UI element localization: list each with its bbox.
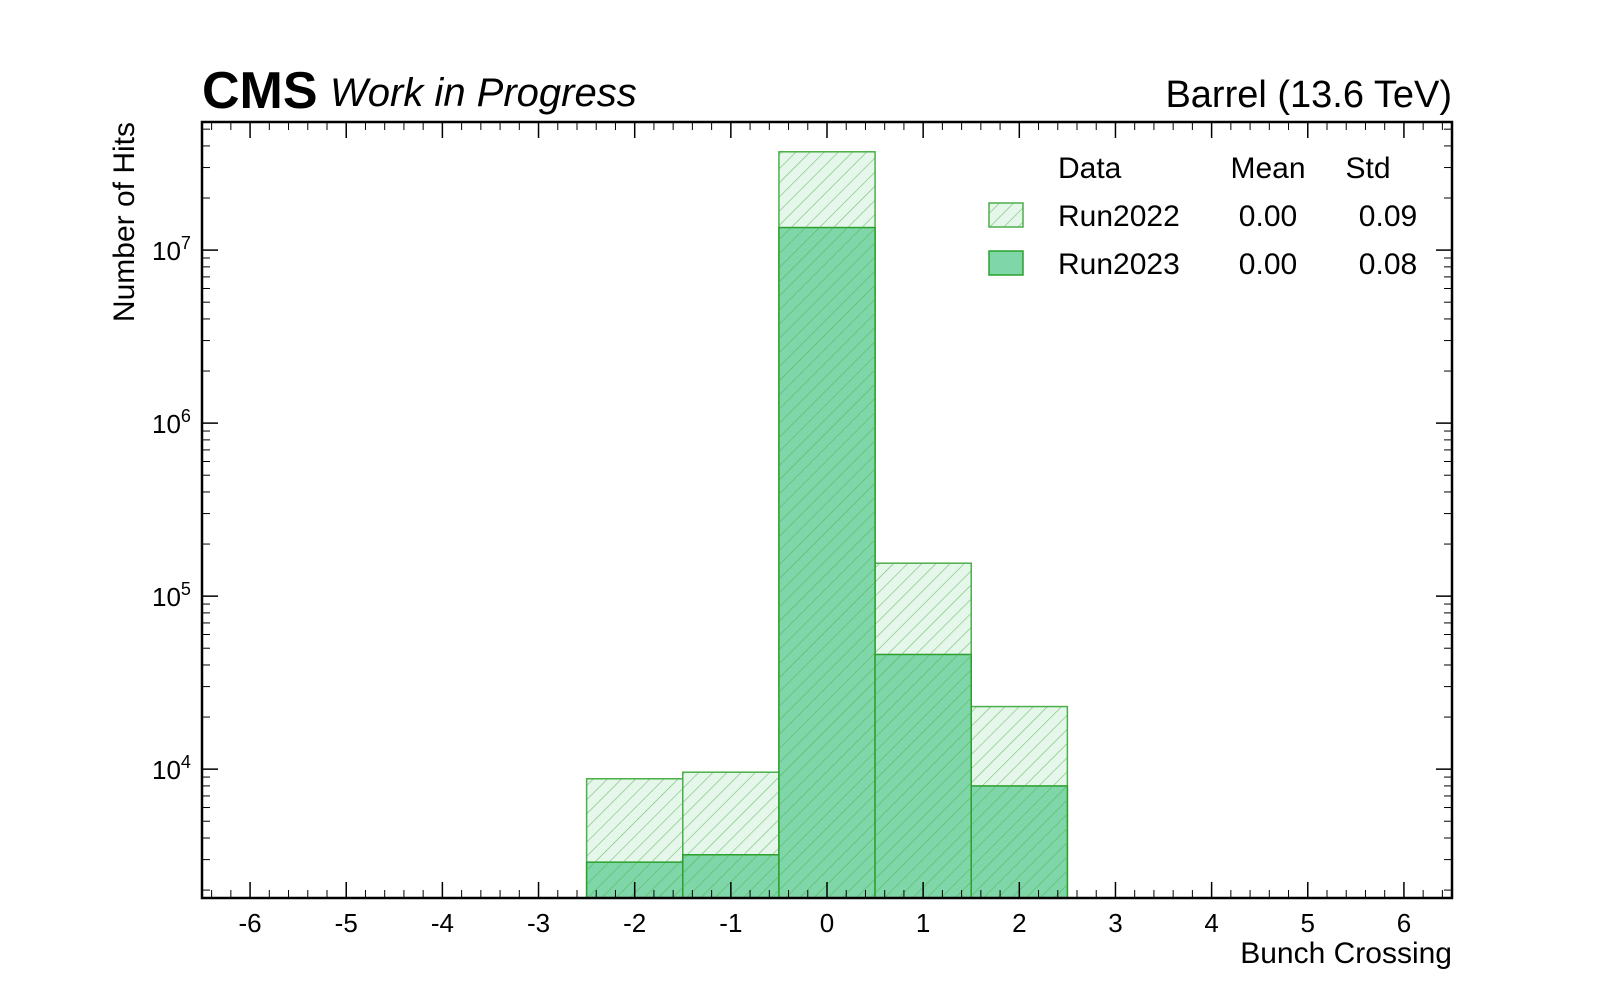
x-tick-label: -3: [527, 908, 550, 938]
wip-label: Work in Progress: [330, 71, 637, 115]
x-tick-label: 2: [1012, 908, 1026, 938]
legend-swatch-run2023: [988, 250, 1024, 276]
y-tick-label: 105: [152, 579, 191, 612]
x-tick-label: 6: [1397, 908, 1411, 938]
axis-ticks: -6 -5 -4 -3 -2 -1 0 1 2 3 4 5 6 104 105 106 107: [152, 122, 1452, 938]
x-tick-label: 3: [1108, 908, 1122, 938]
legend-std-run2022: 0.09: [1359, 200, 1417, 233]
x-tick-label: -4: [431, 908, 454, 938]
y-tick-label: 107: [152, 233, 191, 266]
x-tick-label: 4: [1204, 908, 1218, 938]
histogram-bars: [585, 151, 1069, 899]
plot-frame: [200, 120, 1454, 900]
x-tick-label: -5: [335, 908, 358, 938]
legend-label-run2022: Run2022: [1058, 200, 1180, 233]
x-tick-label: 5: [1301, 908, 1315, 938]
bar-hatch-run2023-bin-2: [971, 785, 1068, 898]
legend: Data Mean Std Run2022 0.00 0.09 Run2023 …: [988, 152, 1417, 281]
x-tick-label: -1: [719, 908, 742, 938]
x-tick-label: 1: [916, 908, 930, 938]
legend-std-run2023: 0.08: [1359, 248, 1417, 281]
legend-mean-run2023: 0.00: [1239, 248, 1297, 281]
x-tick-label: -2: [623, 908, 646, 938]
bar-hatch-run2023-bin-1: [875, 654, 972, 898]
region-energy-label: Barrel (13.6 TeV): [1165, 74, 1452, 116]
legend-mean-run2022: 0.00: [1239, 200, 1297, 233]
cms-label: CMS: [202, 62, 318, 120]
legend-header-mean: Mean: [1230, 152, 1305, 185]
legend-header-data: Data: [1058, 152, 1122, 185]
y-tick-label: 106: [152, 406, 191, 439]
bar-hatch-run2023-bin-0: [778, 227, 876, 899]
x-tick-label: 0: [820, 908, 834, 938]
y-axis-label: Number of Hits: [108, 122, 141, 322]
x-tick-label: -6: [239, 908, 262, 938]
legend-swatch-run2022-hatch: [989, 203, 1023, 227]
legend-label-run2023: Run2023: [1058, 248, 1180, 281]
y-tick-label: 104: [152, 752, 191, 785]
x-axis-label: Bunch Crossing: [1240, 937, 1452, 970]
legend-header-std: Std: [1345, 152, 1390, 185]
